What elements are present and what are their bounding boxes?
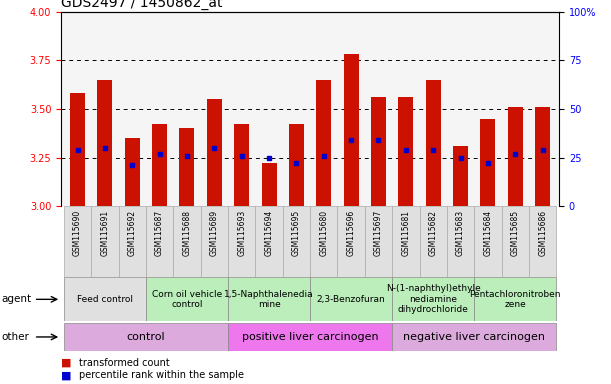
Bar [70,93,85,206]
Text: negative liver carcinogen: negative liver carcinogen [403,332,545,342]
Text: GSM115681: GSM115681 [401,210,411,256]
Bar [289,124,304,206]
Text: GSM115694: GSM115694 [265,210,274,256]
Bar [228,277,310,321]
Bar [535,107,550,206]
Text: GSM115683: GSM115683 [456,210,465,256]
Text: GSM115687: GSM115687 [155,210,164,256]
Text: GSM115684: GSM115684 [483,210,492,256]
Text: GSM115690: GSM115690 [73,210,82,256]
Bar [316,79,331,206]
Bar [337,206,365,277]
Bar [480,119,496,206]
Text: Pentachloronitroben
zene: Pentachloronitroben zene [469,290,561,309]
Bar [200,206,228,277]
Bar [228,206,255,277]
Bar [474,206,502,277]
Bar [398,97,414,206]
Bar [371,97,386,206]
Text: GSM115697: GSM115697 [374,210,383,256]
Bar [255,206,283,277]
Bar [283,206,310,277]
Bar [228,323,392,351]
Bar [392,206,420,277]
Bar [502,206,529,277]
Text: GSM115696: GSM115696 [346,210,356,256]
Text: control: control [126,332,165,342]
Bar [64,323,228,351]
Text: GSM115685: GSM115685 [511,210,520,256]
Text: transformed count: transformed count [79,358,170,368]
Text: ■: ■ [61,358,71,368]
Bar [392,323,557,351]
Bar [426,79,441,206]
Text: positive liver carcinogen: positive liver carcinogen [242,332,378,342]
Bar [64,206,91,277]
Text: Corn oil vehicle
control: Corn oil vehicle control [152,290,222,309]
Bar [310,277,392,321]
Bar [152,124,167,206]
Text: GSM115680: GSM115680 [320,210,328,256]
Text: Feed control: Feed control [77,295,133,304]
Text: GSM115688: GSM115688 [183,210,191,256]
Bar [392,277,474,321]
Text: percentile rank within the sample: percentile rank within the sample [79,370,244,380]
Bar [365,206,392,277]
Text: GSM115695: GSM115695 [292,210,301,256]
Bar [262,163,277,206]
Bar [91,206,119,277]
Text: ■: ■ [61,370,71,380]
Text: GSM115693: GSM115693 [237,210,246,256]
Text: 2,3-Benzofuran: 2,3-Benzofuran [316,295,386,304]
Bar [125,138,140,206]
Bar [310,206,337,277]
Text: GSM115686: GSM115686 [538,210,547,256]
Bar [453,146,468,206]
Bar [529,206,557,277]
Text: GSM115692: GSM115692 [128,210,137,256]
Bar [146,206,174,277]
Text: GSM115689: GSM115689 [210,210,219,256]
Bar [343,55,359,206]
Text: other: other [1,332,29,342]
Text: GSM115682: GSM115682 [429,210,437,256]
Bar [97,79,112,206]
Text: N-(1-naphthyl)ethyle
nediamine
dihydrochloride: N-(1-naphthyl)ethyle nediamine dihydroch… [386,285,481,314]
Bar [119,206,146,277]
Bar [180,128,194,206]
Bar [64,277,146,321]
Bar [447,206,474,277]
Bar [234,124,249,206]
Bar [174,206,200,277]
Text: GDS2497 / 1450862_at: GDS2497 / 1450862_at [61,0,222,10]
Bar [474,277,557,321]
Bar [146,277,228,321]
Text: GSM115691: GSM115691 [100,210,109,256]
Bar [508,107,523,206]
Text: agent: agent [1,294,31,305]
Bar [420,206,447,277]
Bar [207,99,222,206]
Text: 1,5-Naphthalenedia
mine: 1,5-Naphthalenedia mine [224,290,314,309]
